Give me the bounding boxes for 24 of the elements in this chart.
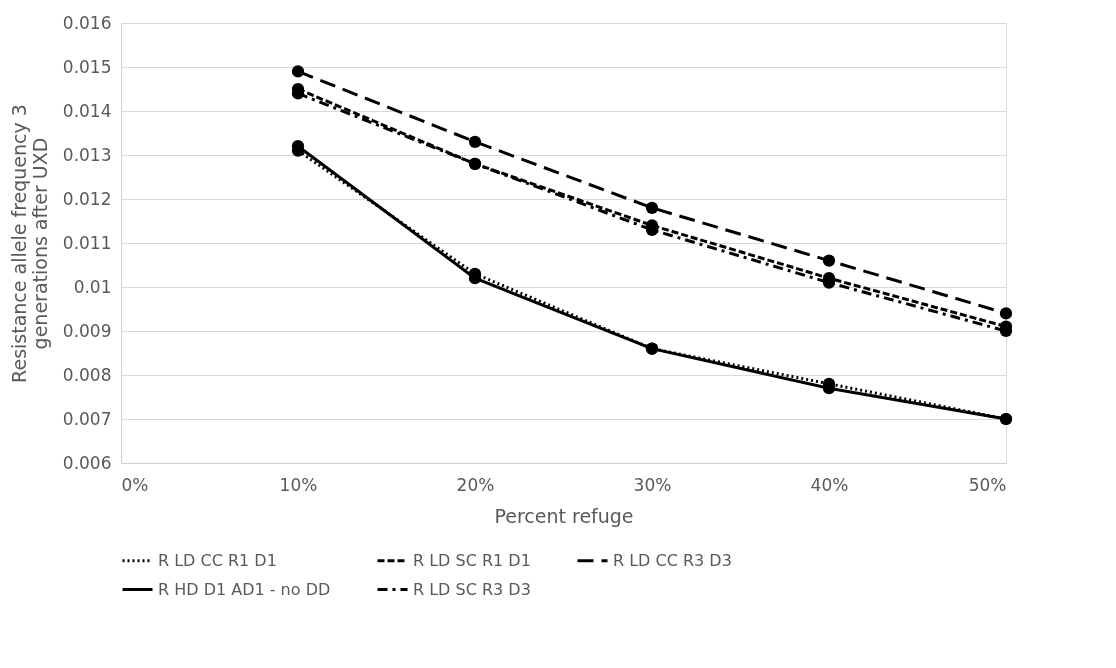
legend-label: R LD CC R3 D3	[613, 550, 732, 570]
y-tick-label: 0.013	[62, 144, 112, 165]
y-tick-label: 0.009	[62, 320, 112, 341]
legend-label: R LD CC R1 D1	[158, 550, 277, 570]
legend-label: R LD SC R3 D3	[413, 579, 531, 599]
legend-label: R LD SC R1 D1	[413, 550, 531, 570]
y-tick-label: 0.012	[62, 188, 112, 209]
x-tick-label: 10%	[279, 474, 318, 495]
y-tick-label: 0.01	[73, 276, 112, 297]
y-tick-label: 0.011	[62, 232, 112, 253]
x-tick-label: 0%	[121, 474, 149, 495]
y-tick-label: 0.016	[62, 12, 112, 33]
x-tick-label: 50%	[968, 474, 1007, 495]
y-axis-title: Resistance allele frequency 3 generations after UXD	[7, 104, 51, 383]
x-tick-label: 30%	[633, 474, 672, 495]
x-axis-title: Percent refuge	[494, 504, 634, 527]
legend-label: R HD D1 AD1 - no DD	[158, 579, 331, 599]
y-tick-label: 0.014	[62, 100, 112, 121]
y-tick-label: 0.015	[62, 56, 112, 77]
y-tick-label: 0.006	[62, 452, 112, 473]
y-tick-label: 0.008	[62, 364, 112, 385]
y-tick-label: 0.007	[62, 408, 112, 429]
x-tick-label: 20%	[456, 474, 495, 495]
x-tick-label: 40%	[810, 474, 849, 495]
